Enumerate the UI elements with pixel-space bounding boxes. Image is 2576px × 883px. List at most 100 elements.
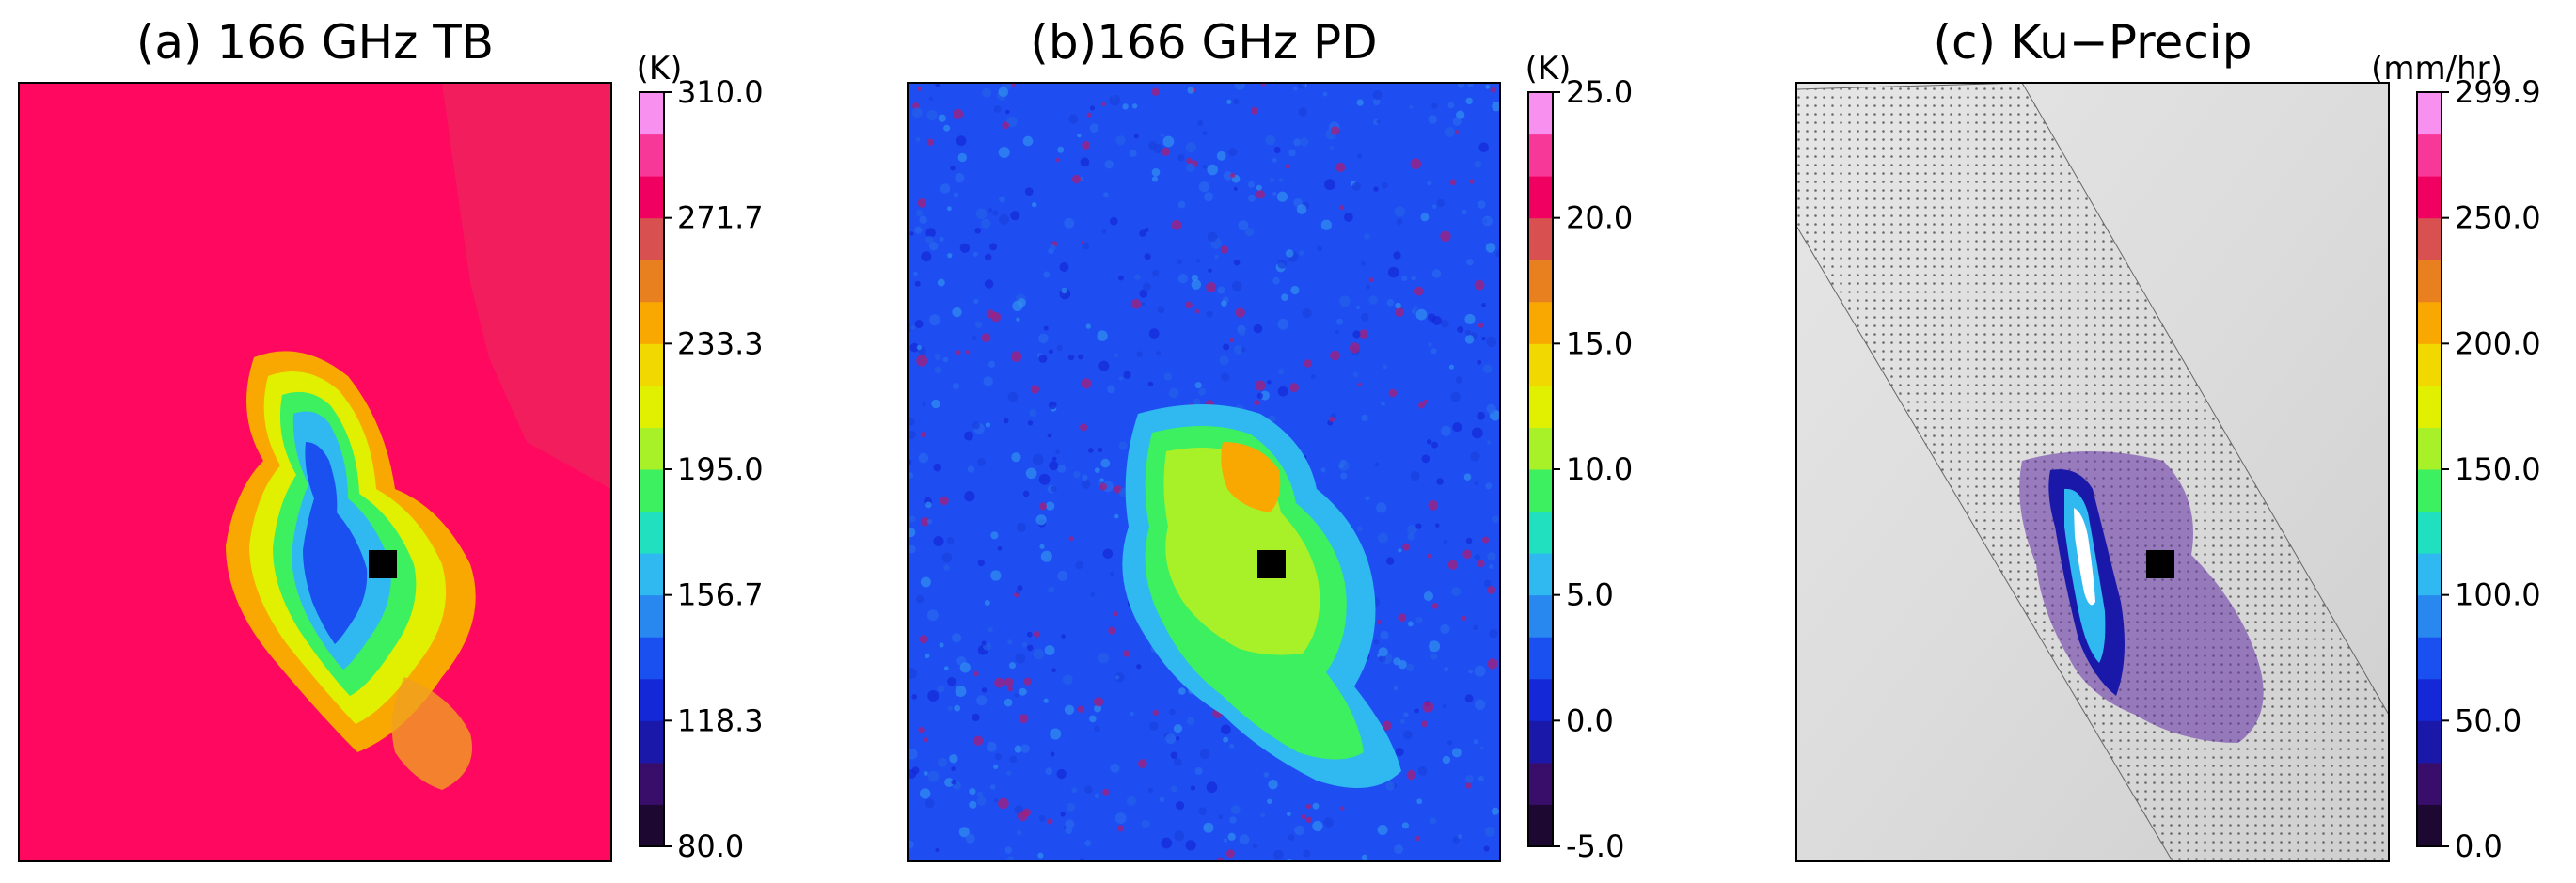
speckle-dot	[1038, 473, 1051, 485]
speckle-dot	[1114, 672, 1125, 683]
speckle-dot	[1361, 854, 1368, 861]
speckle-dot	[1144, 253, 1151, 260]
speckle-dot	[908, 840, 914, 849]
speckle-dot	[1037, 852, 1044, 859]
speckle-dot	[1479, 746, 1484, 750]
speckle-dot	[1216, 150, 1226, 161]
speckle-dot	[1216, 857, 1225, 861]
speckle-dot	[1231, 280, 1242, 292]
speckle-dot	[1409, 104, 1414, 109]
speckle-dot	[1420, 213, 1430, 222]
speckle-dot	[1339, 295, 1351, 307]
speckle-dot	[1489, 564, 1493, 569]
speckle-dot	[1457, 833, 1463, 840]
speckle-dot	[953, 192, 959, 197]
speckle-dot	[955, 173, 965, 183]
speckle-dot	[1225, 849, 1235, 859]
speckle-dot	[1109, 94, 1120, 106]
speckle-dot	[1174, 758, 1182, 766]
speckle-dot	[1151, 87, 1160, 96]
speckle-dot	[997, 545, 1003, 551]
speckle-dot	[1428, 341, 1432, 347]
speckle-dot	[1355, 305, 1361, 309]
speckle-dot	[940, 183, 951, 194]
speckle-dot	[1330, 126, 1340, 135]
speckle-dot	[1014, 745, 1022, 753]
speckle-dot	[1190, 785, 1196, 791]
speckle-dot	[914, 226, 923, 234]
speckle-dot	[1402, 730, 1413, 740]
colorbar-swatch	[640, 594, 664, 638]
colorbar-tick-label: 5.0	[1566, 577, 1614, 613]
speckle-dot	[939, 236, 944, 242]
speckle-dot	[1287, 812, 1291, 816]
speckle-dot	[981, 640, 987, 646]
speckle-dot	[1221, 724, 1231, 735]
speckle-dot	[1055, 157, 1061, 163]
panel-c-title: (c) Ku−Precip	[1934, 15, 2252, 70]
speckle-dot	[1431, 269, 1442, 278]
colorbar-swatch	[1528, 720, 1553, 764]
speckle-dot	[1049, 461, 1059, 471]
speckle-dot	[1235, 307, 1245, 318]
speckle-dot	[1486, 403, 1496, 414]
speckle-dot	[1089, 123, 1099, 133]
speckle-dot	[1364, 233, 1370, 240]
speckle-dot	[1017, 298, 1026, 307]
panel-c-plot-area	[1796, 83, 2389, 861]
speckle-dot	[1349, 342, 1361, 354]
speckle-dot	[927, 770, 940, 782]
panel-a-warm-strip	[442, 83, 611, 489]
speckle-dot	[913, 271, 918, 276]
speckle-dot	[1168, 708, 1176, 716]
colorbar-swatch	[1528, 678, 1553, 721]
speckle-dot	[1152, 269, 1160, 276]
speckle-dot	[1378, 647, 1388, 657]
speckle-dot	[1186, 163, 1195, 172]
speckle-dot	[1340, 806, 1345, 811]
colorbar-tick-label: 20.0	[1566, 200, 1633, 236]
speckle-dot	[986, 741, 997, 752]
speckle-dot	[1376, 502, 1387, 513]
speckle-dot	[915, 136, 921, 142]
panel-b-pd-inner	[1163, 448, 1320, 655]
speckle-dot	[1194, 308, 1200, 314]
speckle-dot	[1165, 733, 1177, 745]
speckle-dot	[1185, 840, 1196, 851]
speckle-dot	[1407, 621, 1414, 627]
speckle-dot	[1193, 398, 1201, 406]
colorbar-swatch	[2417, 260, 2442, 303]
speckle-dot	[1100, 458, 1111, 468]
speckle-dot	[1449, 179, 1457, 186]
speckle-dot	[1159, 796, 1165, 802]
colorbars: (K)80.0118.3156.7195.0233.3271.7310.0(K)…	[637, 50, 2541, 864]
speckle-dot	[1277, 318, 1289, 330]
speckle-dot	[1469, 179, 1475, 184]
speckle-dot	[1118, 275, 1124, 281]
speckle-dot	[1415, 616, 1423, 624]
speckle-dot	[1272, 157, 1277, 163]
speckle-dot	[1082, 140, 1091, 150]
speckle-dot	[1177, 259, 1183, 265]
speckle-dot	[1194, 766, 1203, 776]
colorbar-tick-label: 310.0	[677, 74, 764, 110]
speckle-dot	[1470, 451, 1480, 462]
speckle-dot	[1422, 701, 1434, 713]
speckle-dot	[1387, 266, 1399, 278]
speckle-dot	[1431, 102, 1438, 109]
speckle-dot	[1478, 142, 1489, 152]
speckle-dot	[1441, 425, 1451, 436]
speckle-dot	[989, 784, 996, 790]
colorbar-tick-label: 100.0	[2455, 577, 2541, 613]
speckle-dot	[965, 350, 971, 355]
speckle-dot	[1043, 698, 1049, 703]
colorbar-swatch	[1528, 92, 1553, 135]
speckle-dot	[943, 564, 950, 571]
speckle-dot	[1123, 371, 1131, 379]
speckle-dot	[1038, 354, 1048, 363]
speckle-dot	[1163, 372, 1173, 381]
speckle-dot	[1393, 251, 1401, 260]
speckle-dot	[1281, 293, 1288, 302]
speckle-dot	[976, 796, 987, 806]
speckle-dot	[1082, 242, 1090, 250]
